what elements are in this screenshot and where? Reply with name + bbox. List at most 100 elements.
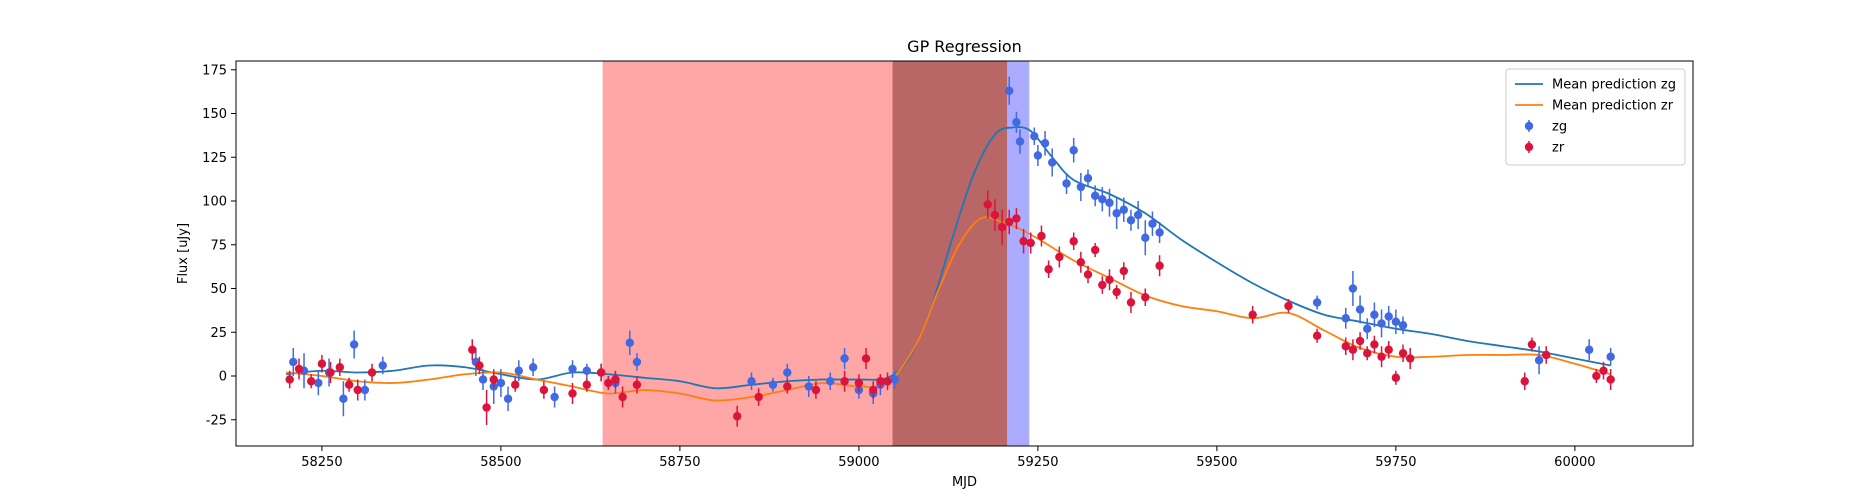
zr-point [632,380,642,389]
zr-point [783,382,792,391]
zg-point [747,377,756,386]
zg-point [1312,298,1322,307]
zr-point [854,378,864,388]
zr-point [1355,336,1365,346]
zg-point [1363,324,1372,333]
x-axis: 58250 58500 58750 59000 59250 59500 59750 60000 [301,446,1596,470]
legend-box [1505,68,1686,166]
zg-point [550,392,559,402]
zr-point [1019,237,1028,246]
legend-marker-swatch [1524,121,1534,131]
zr-point [604,378,613,388]
zr-point [1044,265,1053,274]
zr-point [1126,298,1136,307]
x-tick-label: 59250 [1017,455,1058,470]
zg-point [1083,174,1093,183]
zr-point [294,364,304,374]
zr-point [1119,266,1129,276]
zr-point [1341,342,1350,351]
zr-point [1599,366,1608,375]
zg-point [804,382,813,391]
zg-point [1584,345,1594,354]
y-tick-label: 100 [202,195,227,210]
zr-point [1527,340,1537,349]
zg-point [1155,228,1164,237]
zr-point [840,377,849,386]
zr-point [1398,349,1408,358]
zg-point [632,357,642,367]
zr-point [997,223,1007,232]
zr-point [511,380,520,389]
errorbar-points [285,76,1615,427]
zr-point [1284,301,1293,311]
zr-point [1090,245,1100,255]
zr-point [883,377,892,386]
legend-label: zg [1552,120,1567,135]
x-tick-label: 58250 [301,455,342,470]
zg-point [1119,205,1129,214]
zr-point [732,412,742,421]
shaded-region-2 [1007,61,1030,446]
zg-point [360,385,370,395]
zr-point [1055,252,1064,262]
x-tick-label: 58500 [480,455,521,470]
zg-point [568,364,577,374]
zg-point [1005,86,1014,95]
zg-point [1040,139,1050,148]
zg-point [378,361,387,370]
zr-point [1069,237,1078,246]
zr-point [1037,231,1046,241]
legend-label: Mean prediction zg [1552,78,1676,93]
zr-point [990,210,1000,220]
zg-point [1048,158,1057,167]
zg-point [1098,195,1107,204]
zr-point [335,363,345,372]
zr-point [1005,217,1014,227]
zr-point [326,368,335,377]
zg-point [478,375,488,384]
zg-point [582,366,592,375]
y-tick-label: -25 [206,413,227,428]
y-tick-label: 0 [219,370,227,385]
zg-point [314,378,323,388]
zr-point [869,385,878,395]
zr-point [1026,238,1035,248]
y-tick-label: 175 [202,63,227,78]
zg-point [1133,210,1143,220]
zr-point [1348,345,1358,354]
zg-point [1534,356,1544,365]
shaded-region-0 [602,61,893,446]
zr-point [876,377,885,386]
zr-point [1520,377,1529,386]
zg-point [503,394,513,403]
zg-point [1126,216,1136,225]
zr-point [1405,354,1415,363]
zr-point [568,389,577,398]
zr-point [306,377,316,386]
legend-label: Mean prediction zr [1552,99,1674,114]
zr-point [539,385,549,395]
zg-point [840,354,849,363]
zg-point [349,340,359,349]
zr-point [1384,345,1393,354]
zg-point [496,378,506,388]
zg-point [1076,182,1086,192]
zg-point [1384,312,1393,321]
zg-point [1391,317,1401,326]
zr-point [1370,340,1379,349]
zg-point [1355,305,1365,314]
zr-point [983,200,992,209]
zg-point [1341,314,1350,323]
zg-point [1062,179,1071,188]
zg-point [783,368,792,377]
zg-point [1015,137,1025,146]
zg-point [1398,321,1408,330]
zr-point [1112,287,1121,297]
zg-point [289,357,298,367]
zg-point [528,363,538,372]
zr-point [1098,280,1107,290]
zr-point [475,361,484,370]
zg-point [768,380,778,389]
zg-point [1141,233,1150,242]
zr-point [344,380,354,389]
